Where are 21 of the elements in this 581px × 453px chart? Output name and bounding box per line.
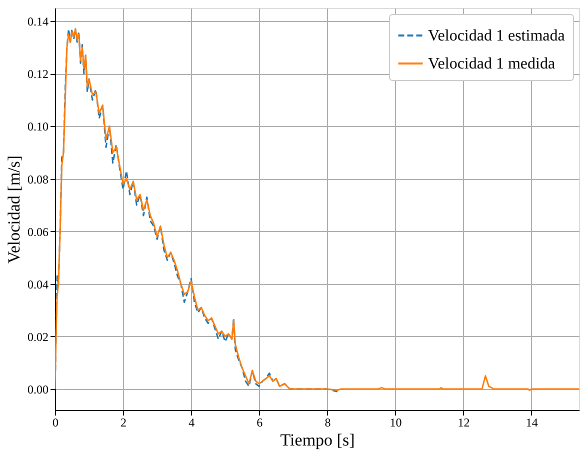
x-tick-label: 10 (390, 416, 402, 430)
y-tick-label: 0.02 (28, 330, 48, 344)
x-tick-label: 0 (52, 416, 58, 430)
y-tick-label: 0.06 (28, 224, 48, 239)
legend-label: Velocidad 1 estimada (428, 28, 565, 44)
x-tick-label: 14 (526, 416, 538, 430)
x-axis-title: Tiempo [s] (280, 430, 355, 450)
line-series (55, 28, 579, 392)
x-tick-label: 8 (324, 416, 331, 430)
x-tick-label: 12 (458, 416, 470, 430)
x-tick-label: 2 (120, 416, 127, 430)
x-tick-label: 4 (188, 416, 195, 430)
y-tick-label: 0.14 (28, 14, 48, 29)
y-axis-title: Velocidad [m/s] (4, 155, 24, 264)
y-tick-label: 0.04 (28, 277, 48, 292)
y-tick-label: 0.08 (28, 172, 48, 186)
legend-label: Velocidad 1 medida (428, 56, 556, 72)
y-tick-label: 0.12 (28, 67, 48, 82)
y-tick-label: 0.00 (28, 382, 48, 396)
y-tick-label: 0.10 (28, 120, 48, 134)
x-tick-label: 6 (256, 416, 263, 430)
